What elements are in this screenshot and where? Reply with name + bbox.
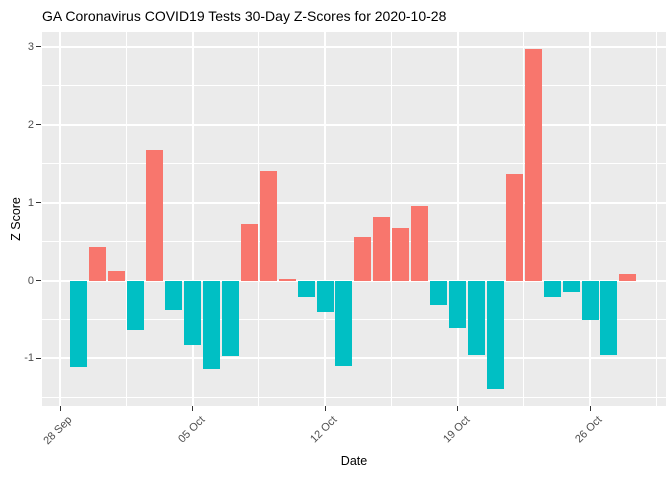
bar-2020-10-18 bbox=[430, 280, 448, 305]
bar-2020-09-29 bbox=[70, 280, 88, 368]
gridline-x-minor bbox=[655, 32, 657, 406]
y-tick-label: -1 bbox=[24, 352, 34, 365]
x-tick-label: 26 Oct bbox=[573, 414, 605, 446]
bar-2020-10-07 bbox=[221, 280, 239, 357]
bar-2020-10-17 bbox=[411, 205, 429, 281]
gridline-y-major bbox=[42, 201, 666, 204]
bar-2020-10-08 bbox=[240, 223, 258, 281]
x-tick-mark bbox=[324, 406, 326, 411]
x-tick-mark bbox=[589, 406, 591, 411]
bar-2020-10-16 bbox=[392, 228, 410, 281]
y-tick-mark bbox=[36, 357, 41, 359]
bar-2020-10-04 bbox=[165, 280, 183, 311]
y-tick-mark bbox=[36, 46, 41, 48]
gridline-y-major bbox=[42, 279, 666, 282]
bar-2020-10-22 bbox=[505, 173, 523, 281]
y-tick-label: 2 bbox=[27, 118, 34, 131]
gridline-x-minor bbox=[258, 32, 260, 406]
gridline-x-major bbox=[456, 32, 459, 406]
gridline-y-major bbox=[42, 45, 666, 48]
x-tick-label: 28 Sep bbox=[41, 414, 75, 448]
y-tick-mark bbox=[36, 202, 41, 204]
y-tick-label: 3 bbox=[27, 40, 34, 53]
bar-2020-10-01 bbox=[108, 271, 126, 281]
plot-panel bbox=[42, 32, 666, 406]
gridline-x-major bbox=[589, 32, 592, 406]
bar-2020-10-11 bbox=[297, 280, 315, 297]
bar-2020-10-05 bbox=[184, 280, 201, 346]
bar-2020-10-15 bbox=[373, 216, 391, 281]
y-tick-label: 0 bbox=[27, 274, 34, 287]
gridline-y-minor bbox=[42, 163, 666, 165]
x-tick-label: 05 Oct bbox=[175, 414, 207, 446]
y-axis-title: Z Score bbox=[9, 197, 23, 241]
gridline-x-major bbox=[191, 32, 194, 406]
bar-2020-10-12 bbox=[316, 280, 334, 313]
bar-2020-09-30 bbox=[89, 247, 107, 281]
chart-title: GA Coronavirus COVID19 Tests 30-Day Z-Sc… bbox=[42, 8, 447, 24]
gridline-y-minor bbox=[42, 241, 666, 243]
bar-2020-10-09 bbox=[259, 170, 277, 281]
x-axis-title: Date bbox=[340, 454, 368, 468]
bar-2020-10-13 bbox=[335, 280, 353, 367]
gridline-x-minor bbox=[125, 32, 127, 406]
gridline-x-minor bbox=[523, 32, 525, 406]
bar-2020-10-14 bbox=[354, 236, 372, 281]
x-tick-mark bbox=[59, 406, 61, 411]
gridline-y-minor bbox=[42, 396, 666, 398]
bar-2020-10-06 bbox=[202, 280, 220, 370]
bar-2020-10-20 bbox=[467, 280, 485, 355]
bar-2020-10-25 bbox=[562, 280, 580, 293]
bar-2020-10-02 bbox=[127, 280, 145, 330]
bar-2020-10-26 bbox=[581, 280, 599, 321]
y-tick-label: 1 bbox=[27, 196, 34, 209]
gridline-y-minor bbox=[42, 85, 666, 87]
y-tick-mark bbox=[36, 280, 41, 282]
bar-2020-10-28 bbox=[619, 274, 637, 281]
bar-2020-10-23 bbox=[524, 49, 542, 281]
gridline-y-minor bbox=[42, 319, 666, 320]
bar-2020-10-10 bbox=[278, 278, 296, 281]
bar-2020-10-03 bbox=[146, 149, 164, 281]
gridline-y-major bbox=[42, 357, 666, 360]
y-tick-mark bbox=[36, 124, 41, 126]
x-tick-mark bbox=[192, 406, 193, 411]
bar-2020-10-27 bbox=[600, 280, 618, 355]
gridline-y-major bbox=[42, 123, 666, 126]
bar-2020-10-21 bbox=[486, 280, 504, 389]
bar-2020-10-24 bbox=[543, 280, 561, 297]
gridline-x-minor bbox=[390, 32, 392, 406]
x-tick-mark bbox=[457, 406, 459, 411]
bar-2020-10-19 bbox=[449, 280, 467, 329]
gridline-x-major bbox=[324, 32, 327, 406]
gridline-x-major bbox=[59, 32, 61, 406]
